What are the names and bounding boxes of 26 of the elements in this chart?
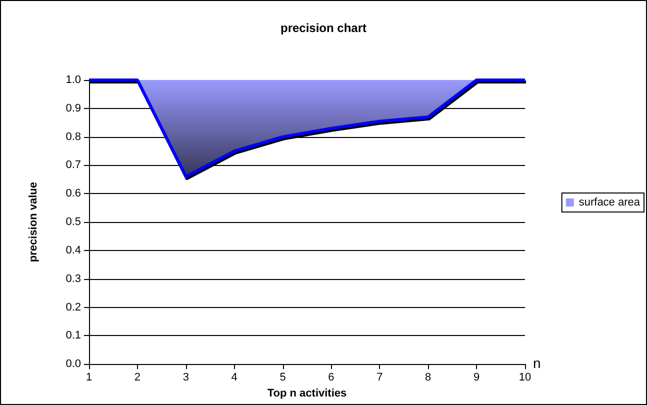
y-tick-label: 0.1: [66, 330, 81, 342]
y-tick-label: 0.2: [66, 301, 81, 314]
y-tick-label: 0.5: [66, 216, 81, 228]
y-tick-label: 1.0: [66, 74, 81, 86]
y-axis-title: precision value: [28, 182, 40, 262]
y-tick-label: 0.9: [66, 102, 81, 114]
x-tick-label: 6: [328, 372, 334, 384]
x-tick-label: 2: [134, 372, 141, 384]
x-tick-label: 5: [280, 372, 286, 384]
legend-label: surface area: [578, 196, 641, 208]
x-tick-label: 4: [231, 372, 238, 384]
text: n: [533, 355, 541, 371]
y-tick-label: 0.7: [66, 159, 81, 172]
x-tick-label: 9: [473, 372, 480, 384]
x-axis-title: Top n activities: [267, 388, 347, 400]
y-tick-label: 0.8: [66, 130, 81, 143]
chart-title: precision chart: [280, 21, 367, 35]
x-tick-label: 7: [376, 372, 383, 384]
y-tick-label: 0.3: [66, 272, 81, 285]
x-tick-label: 1: [86, 372, 92, 384]
y-tick-label: 0.6: [66, 188, 81, 200]
x-tick-label: 3: [182, 372, 189, 384]
y-tick-label: 0.0: [66, 358, 81, 370]
y-tick-label: 0.4: [66, 244, 81, 256]
x-tick-label: 8: [425, 372, 432, 384]
x-tick-label: 10: [518, 372, 532, 384]
